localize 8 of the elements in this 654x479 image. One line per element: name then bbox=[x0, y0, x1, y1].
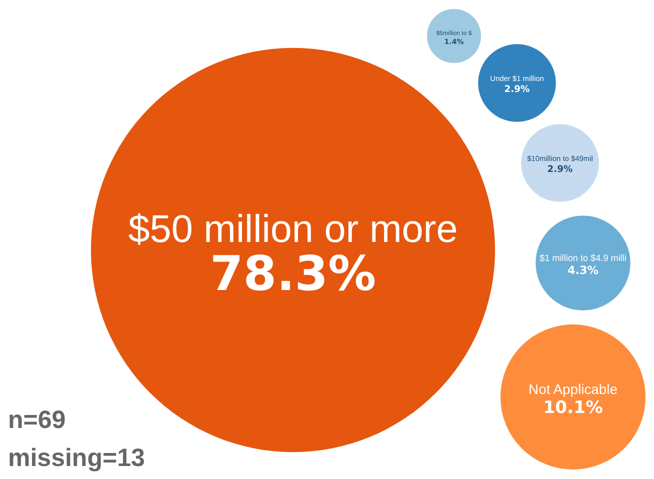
data-label: 4.3% bbox=[567, 264, 599, 277]
category-label: $1 million to $4.9 milli bbox=[540, 253, 626, 263]
text: missing=13 bbox=[8, 444, 145, 472]
data-label: 10.1% bbox=[543, 398, 603, 418]
category-label: Not Applicable bbox=[528, 381, 618, 397]
data-label: 2.9% bbox=[547, 164, 573, 175]
text: n=69 bbox=[8, 406, 66, 434]
data-label: 2.9% bbox=[504, 84, 530, 95]
